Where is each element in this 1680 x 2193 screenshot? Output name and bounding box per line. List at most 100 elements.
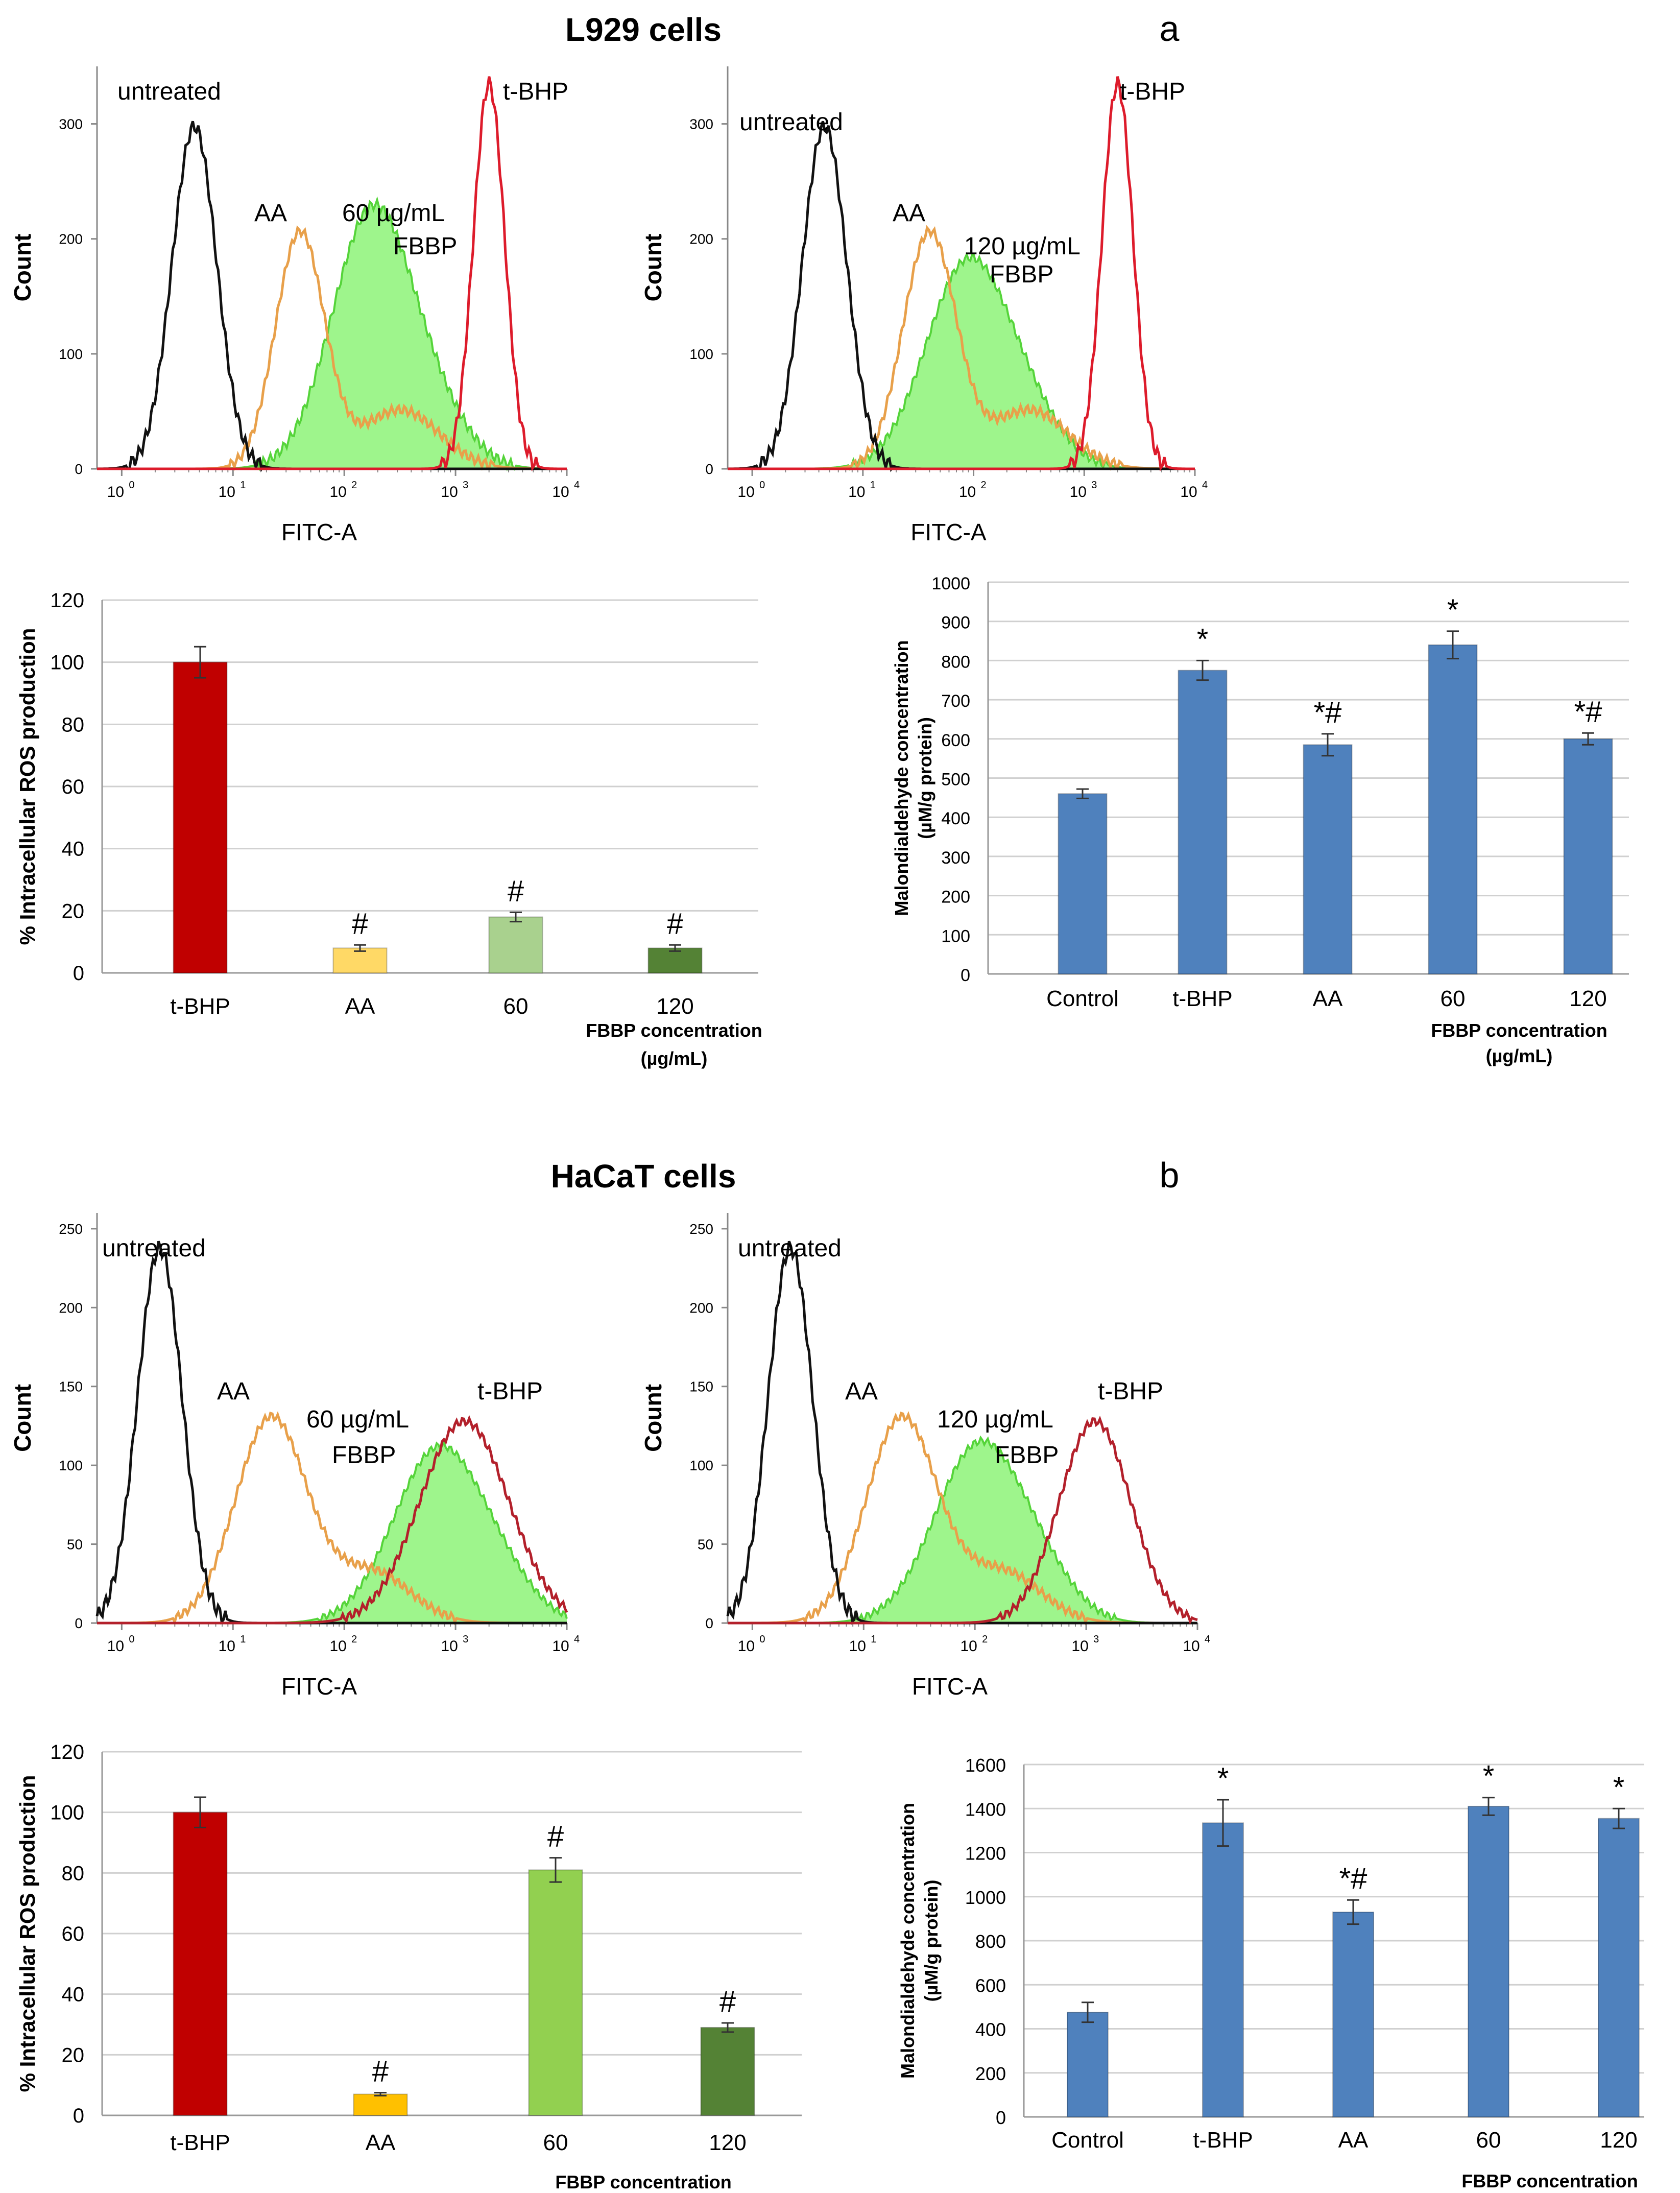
category-label: 120: [709, 2130, 746, 2155]
y-tick-label: 80: [62, 713, 85, 736]
significance-mark: *: [1483, 1760, 1495, 1793]
x-tick-label: 10: [1183, 1638, 1199, 1655]
y-tick-label: 0: [75, 1615, 83, 1631]
y-tick-label: 150: [59, 1379, 83, 1395]
bar-120: [700, 2027, 755, 2116]
category-label: t-BHP: [170, 994, 230, 1019]
y-tick-label: 60: [62, 1923, 85, 1945]
category-label: 60: [543, 2130, 568, 2155]
category-label: 60: [503, 994, 529, 1019]
y-tick-label: 0: [73, 2105, 84, 2127]
annotation-label: t-BHP: [503, 78, 568, 105]
category-label: AA: [1313, 986, 1343, 1011]
x-axis-label: FITC-A: [281, 519, 357, 545]
bar-control: [1058, 793, 1108, 975]
y-tick-label: 40: [62, 1984, 85, 2006]
x-tick-label: 10: [329, 1638, 346, 1655]
y-tick-label: 250: [59, 1221, 83, 1237]
y-axis-title: Malondialdehyde concentration: [897, 1803, 918, 2079]
y-tick-label: 120: [50, 1741, 84, 1763]
y-tick-label: 0: [73, 962, 84, 985]
x-tick-exponent: 0: [129, 1634, 134, 1645]
x-tick-exponent: 2: [351, 480, 357, 491]
y-tick-label: 700: [941, 692, 970, 711]
x-tick-label: 10: [738, 1638, 755, 1655]
annotation-label: AA: [217, 1378, 250, 1405]
x-tick-exponent: 2: [351, 1634, 357, 1645]
x-tick-label: 10: [441, 1638, 458, 1655]
y-tick-label: 200: [689, 231, 713, 247]
bar-aa: [332, 947, 388, 974]
y-tick-label: 200: [59, 1300, 83, 1316]
series-fbbp-fill: [97, 1442, 567, 1623]
series-fbbp-fill: [728, 1437, 1197, 1623]
annotation-label: FBBP: [332, 1442, 396, 1469]
x-tick-exponent: 1: [240, 1634, 246, 1645]
x-tick-exponent: 3: [463, 480, 468, 491]
a_mda-panel: 0 100 200 300 400 500 600 700 800 900 1000 Control *…: [891, 574, 1629, 1066]
bar-60: [488, 916, 543, 973]
y-tick-label: 100: [50, 1802, 84, 1824]
bar-60: [1428, 644, 1478, 974]
y-tick-label: 600: [941, 731, 970, 750]
y-axis-title: Malondialdehyde concentration: [891, 640, 912, 916]
significance-mark: *: [1217, 1762, 1229, 1795]
y-tick-label: 100: [59, 1458, 83, 1473]
y-tick-label: 200: [689, 1300, 713, 1316]
b_ros-panel: 0 20 40 60 80 100 120 t-BHP # AA #60 #120 FBBP conce…: [15, 1741, 802, 2192]
x-axis-title: (µg/mL): [641, 1048, 708, 1069]
x-tick-exponent: 3: [463, 1634, 468, 1645]
y-tick-label: 1400: [965, 1799, 1006, 1820]
y-tick-label: 0: [961, 966, 970, 985]
significance-mark: #: [667, 907, 683, 940]
y-tick-label: 50: [67, 1537, 83, 1553]
significance-mark: *: [1613, 1771, 1625, 1804]
y-axis-title: (µM/g protein): [915, 717, 935, 839]
y-axis-label: Count: [9, 1384, 36, 1452]
annotation-label: untreated: [738, 1235, 842, 1262]
y-axis-label: Count: [640, 234, 666, 302]
y-tick-label: 0: [705, 461, 713, 477]
category-label: Control: [1051, 2128, 1124, 2153]
x-tick-label: 10: [441, 484, 458, 500]
annotation-label: FBBP: [990, 261, 1053, 288]
x-axis-title: FBBP concentration: [1461, 2171, 1638, 2191]
y-tick-label: 150: [689, 1379, 713, 1395]
y-tick-label: 800: [941, 652, 970, 672]
annotation-label: 120 µg/mL: [937, 1406, 1053, 1433]
bar-t-bhp: [1202, 1822, 1244, 2117]
category-label: AA: [345, 994, 375, 1019]
bar-120: [1598, 1818, 1640, 2117]
x-tick-label: 10: [107, 484, 124, 500]
bar-aa: [1332, 1911, 1374, 2117]
annotation-label: 60 µg/mL: [342, 200, 445, 227]
x-tick-label: 10: [1070, 484, 1087, 500]
category-label: 120: [1600, 2128, 1637, 2153]
category-label: t-BHP: [1193, 2128, 1253, 2153]
y-tick-label: 40: [62, 838, 85, 861]
x-tick-label: 10: [849, 1638, 866, 1655]
y-axis-title: (µM/g protein): [921, 1880, 942, 2002]
annotation-label: 60 µg/mL: [306, 1406, 409, 1433]
x-tick-exponent: 1: [870, 480, 876, 491]
x-tick-label: 10: [552, 1638, 569, 1655]
y-tick-label: 20: [62, 900, 85, 922]
series-fbbp-fill: [728, 254, 1195, 469]
y-axis-title: % Intracellular ROS production: [15, 628, 39, 945]
series-tbhp-curve: [728, 1415, 1198, 1625]
section-b-title: HaCaT cells: [551, 1158, 736, 1195]
y-tick-label: 120: [50, 589, 84, 612]
category-label: 120: [656, 994, 693, 1019]
y-tick-label: 0: [705, 1615, 713, 1631]
y-tick-label: 1000: [931, 574, 970, 593]
x-tick-exponent: 3: [1093, 1634, 1099, 1645]
y-tick-label: 200: [59, 231, 83, 247]
x-tick-exponent: 1: [871, 1634, 876, 1645]
x-axis-title: FBBP concentration: [1431, 1020, 1607, 1041]
x-tick-label: 10: [219, 484, 235, 500]
y-tick-label: 400: [941, 809, 970, 828]
